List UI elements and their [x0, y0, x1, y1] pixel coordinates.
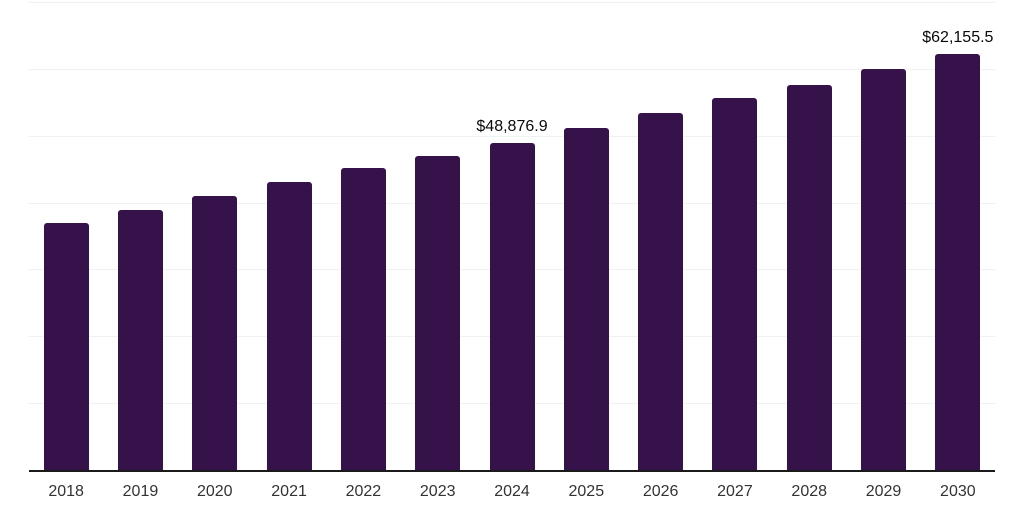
- x-tick-2021: 2021: [271, 483, 307, 500]
- bar-2028[interactable]: [786, 84, 832, 470]
- bar-2027[interactable]: [712, 98, 758, 470]
- x-tick-2027: 2027: [717, 483, 753, 500]
- x-tick-2024: 2024: [494, 483, 530, 500]
- x-tick-2019: 2019: [122, 483, 159, 500]
- x-tick-2025: 2025: [568, 483, 605, 500]
- gridline-60000: [29, 68, 995, 70]
- x-tick-2022: 2022: [345, 483, 382, 500]
- bar-2025[interactable]: [563, 127, 609, 470]
- bar-2030[interactable]: [935, 54, 981, 470]
- bar-2023[interactable]: [415, 155, 461, 470]
- bar-value-label-2030: $62,155.5: [922, 29, 994, 47]
- bar-2026[interactable]: [638, 112, 684, 470]
- bar-2029[interactable]: [861, 68, 907, 470]
- bar-2019[interactable]: [117, 209, 163, 470]
- bar-value-label-2024: $48,876.9: [476, 118, 548, 136]
- plot-area: $48,876.9 $62,155.5: [29, 2, 995, 472]
- x-tick-2029: 2029: [865, 483, 902, 500]
- x-tick-2023: 2023: [419, 483, 456, 500]
- bar-2020[interactable]: [192, 195, 238, 470]
- x-tick-2030: 2030: [940, 483, 976, 500]
- bar-2022[interactable]: [340, 167, 386, 470]
- x-axis-tick-labels: 2018 2019 2020 2021 2022 2023 2024 2025 2026 2027…: [29, 474, 995, 508]
- bar-2018[interactable]: [43, 223, 89, 470]
- x-tick-2020: 2020: [196, 483, 233, 500]
- x-tick-2018: 2018: [48, 483, 84, 500]
- gridline-50000: [29, 135, 995, 137]
- bar-2024[interactable]: [489, 143, 535, 470]
- x-tick-2026: 2026: [642, 483, 679, 500]
- gridline-70000: [29, 2, 995, 3]
- bar-2021[interactable]: [266, 181, 312, 470]
- x-tick-2028: 2028: [791, 483, 828, 500]
